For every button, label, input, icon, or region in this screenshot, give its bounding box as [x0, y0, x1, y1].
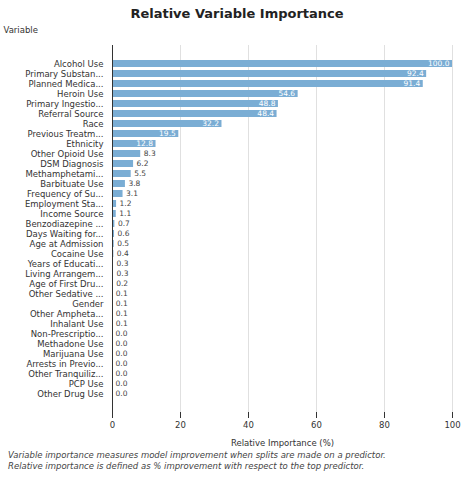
svg-text:Relative Importance (%): Relative Importance (%) [231, 438, 334, 448]
svg-text:Inhalant Use: Inhalant Use [50, 319, 103, 329]
svg-text:Other Sedative ...: Other Sedative ... [29, 289, 104, 299]
svg-text:Methadone Use: Methadone Use [37, 339, 103, 349]
svg-text:Other Ampheta...: Other Ampheta... [30, 309, 104, 319]
svg-text:0.0: 0.0 [116, 369, 128, 378]
svg-text:Employment Sta...: Employment Sta... [25, 199, 104, 209]
svg-text:40: 40 [243, 420, 254, 430]
svg-text:19.5: 19.5 [159, 129, 176, 138]
svg-text:91.4: 91.4 [404, 79, 421, 88]
svg-text:Frequency of Su...: Frequency of Su... [27, 189, 103, 199]
svg-text:Benzodiazepine ...: Benzodiazepine ... [26, 219, 104, 229]
svg-text:3.1: 3.1 [126, 189, 138, 198]
svg-text:Planned Medica...: Planned Medica... [28, 79, 103, 89]
svg-text:0.5: 0.5 [117, 239, 129, 248]
svg-text:0.0: 0.0 [116, 349, 128, 358]
svg-text:0.3: 0.3 [117, 269, 129, 278]
svg-text:100.0: 100.0 [428, 59, 450, 68]
svg-text:Barbituate Use: Barbituate Use [40, 179, 103, 189]
svg-text:60: 60 [311, 420, 322, 430]
svg-text:80: 80 [379, 420, 390, 430]
svg-text:12.8: 12.8 [136, 139, 153, 148]
svg-text:Other Drug Use: Other Drug Use [37, 389, 103, 399]
svg-text:92.4: 92.4 [407, 69, 424, 78]
svg-text:0: 0 [110, 420, 115, 430]
svg-text:Alcohol Use: Alcohol Use [54, 59, 104, 69]
svg-text:0.0: 0.0 [116, 359, 128, 368]
svg-text:Non-Prescriptio...: Non-Prescriptio... [31, 329, 104, 339]
svg-text:54.6: 54.6 [278, 89, 295, 98]
svg-text:20: 20 [175, 420, 186, 430]
svg-text:Arrests in Previo...: Arrests in Previo... [26, 359, 103, 369]
svg-text:0.0: 0.0 [116, 389, 128, 398]
svg-text:Primary Ingestio...: Primary Ingestio... [26, 99, 103, 109]
svg-text:Cocaine Use: Cocaine Use [51, 249, 104, 259]
svg-text:3.8: 3.8 [128, 179, 140, 188]
svg-text:Age at Admission: Age at Admission [30, 239, 104, 249]
svg-text:0.1: 0.1 [116, 319, 128, 328]
svg-text:1.2: 1.2 [120, 199, 132, 208]
svg-text:Years of Educati...: Years of Educati... [27, 259, 104, 269]
svg-text:0.0: 0.0 [116, 379, 128, 388]
svg-text:Marijuana Use: Marijuana Use [43, 349, 104, 359]
svg-text:0.1: 0.1 [116, 309, 128, 318]
svg-text:48.8: 48.8 [259, 99, 276, 108]
svg-text:0.3: 0.3 [117, 259, 129, 268]
svg-text:0.2: 0.2 [116, 279, 128, 288]
svg-text:Referral Source: Referral Source [38, 109, 103, 119]
svg-text:Race: Race [83, 119, 104, 129]
svg-text:Days Waiting for...: Days Waiting for... [26, 229, 104, 239]
svg-text:Previous Treatm...: Previous Treatm... [27, 129, 103, 139]
svg-text:Income Source: Income Source [40, 209, 103, 219]
svg-text:Living Arrangem...: Living Arrangem... [25, 269, 103, 279]
svg-text:PCP Use: PCP Use [69, 379, 104, 389]
svg-text:6.2: 6.2 [137, 159, 149, 168]
svg-text:100: 100 [444, 420, 460, 430]
svg-text:Primary Substan...: Primary Substan... [25, 69, 103, 79]
svg-text:8.3: 8.3 [144, 149, 156, 158]
svg-text:Age of First Dru...: Age of First Dru... [29, 279, 103, 289]
svg-text:1.1: 1.1 [119, 209, 131, 218]
svg-text:0.1: 0.1 [116, 299, 128, 308]
html-text:Variable importance measures m: Variable importance measures model impro… [8, 450, 386, 472]
svg-text:0.7: 0.7 [118, 219, 130, 228]
svg-text:0.1: 0.1 [116, 289, 128, 298]
svg-text:0.0: 0.0 [116, 329, 128, 338]
html-text:Relative Variable Importance: Relative Variable Importance [130, 6, 344, 21]
svg-text:0.6: 0.6 [118, 229, 130, 238]
svg-text:DSM Diagnosis: DSM Diagnosis [40, 159, 104, 169]
svg-text:32.2: 32.2 [202, 119, 219, 128]
svg-text:Other Opioid Use: Other Opioid Use [31, 149, 104, 159]
svg-text:5.5: 5.5 [134, 169, 146, 178]
svg-text:Ethnicity: Ethnicity [66, 139, 103, 149]
svg-text:Other Tranquiliz...: Other Tranquiliz... [28, 369, 103, 379]
svg-text:0.4: 0.4 [117, 249, 129, 258]
svg-text:Heroin Use: Heroin Use [57, 89, 103, 99]
svg-text:Gender: Gender [72, 299, 104, 309]
svg-text:0.0: 0.0 [116, 339, 128, 348]
svg-text:Variable: Variable [4, 25, 38, 35]
svg-text:48.4: 48.4 [257, 109, 274, 118]
svg-text:Methamphetami...: Methamphetami... [25, 169, 103, 179]
